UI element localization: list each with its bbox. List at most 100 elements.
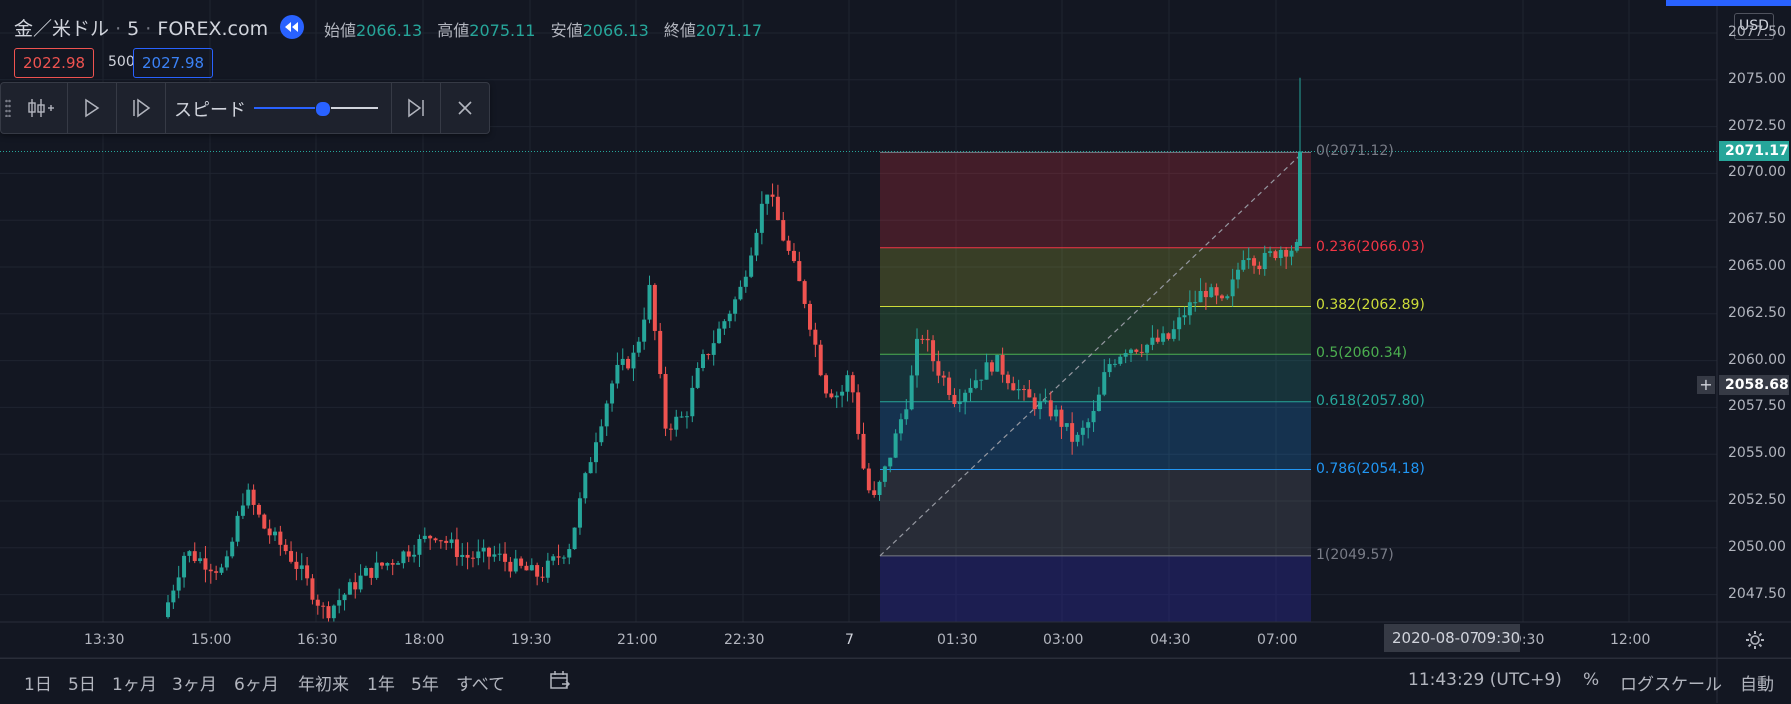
- candle: [1102, 359, 1107, 397]
- candle: [1171, 320, 1176, 342]
- candle: [1289, 245, 1294, 266]
- candle: [321, 602, 326, 619]
- fib-trend-line: [879, 151, 1304, 557]
- candle-body: [1134, 349, 1139, 352]
- candle: [1005, 371, 1010, 390]
- buy-price-button[interactable]: 2027.98: [133, 48, 214, 78]
- range-button[interactable]: 年初来: [298, 675, 349, 695]
- candle-body: [722, 321, 727, 329]
- candle-body: [401, 551, 406, 564]
- candle-body: [460, 554, 465, 557]
- candle: [1129, 348, 1133, 363]
- currency-button[interactable]: USD: [1734, 13, 1774, 40]
- percent-scale-toggle[interactable]: %: [1583, 670, 1600, 690]
- candle-body: [1075, 434, 1080, 442]
- candle: [647, 275, 652, 324]
- log-scale-toggle[interactable]: ログスケール: [1620, 675, 1722, 695]
- step-forward-icon[interactable]: [117, 83, 165, 133]
- drag-handle-icon[interactable]: [1, 83, 15, 133]
- settings-gear-icon[interactable]: [1744, 629, 1766, 651]
- candle: [315, 594, 320, 615]
- range-button[interactable]: 1ヶ月: [112, 675, 157, 695]
- candle: [1027, 379, 1032, 398]
- candle-body: [706, 354, 711, 356]
- candle-body: [535, 565, 540, 577]
- range-button[interactable]: 6ヶ月: [234, 675, 279, 695]
- candle: [487, 546, 491, 570]
- candle-body: [380, 562, 384, 566]
- candle-body: [984, 362, 989, 380]
- candle: [866, 463, 871, 494]
- jump-to-realtime-icon[interactable]: [392, 83, 440, 133]
- candle-body: [1032, 397, 1037, 410]
- candle-body: [1150, 337, 1155, 345]
- auto-scale-toggle[interactable]: 自動: [1740, 675, 1774, 695]
- candle: [535, 562, 540, 586]
- speed-slider-handle[interactable]: [315, 101, 332, 117]
- candle: [749, 247, 754, 279]
- candle-body: [882, 466, 887, 482]
- candle: [337, 588, 342, 614]
- range-button[interactable]: 5日: [68, 675, 96, 695]
- candle-body: [540, 576, 545, 578]
- candle: [449, 532, 454, 549]
- candle: [470, 551, 475, 568]
- candle: [556, 544, 561, 566]
- candle-body: [1059, 409, 1064, 427]
- ohlc-values: 始値2066.13 高値2075.11 安値2066.13 終値2071.17: [324, 17, 762, 41]
- candle-body: [979, 379, 984, 381]
- replay-toolbar: スピード: [0, 82, 490, 134]
- candle: [759, 191, 764, 245]
- candle-body: [642, 319, 647, 342]
- clock[interactable]: 11:43:29 (UTC+9): [1408, 670, 1562, 690]
- candle: [1048, 391, 1053, 421]
- candle: [973, 369, 978, 390]
- replay-icon[interactable]: [280, 15, 304, 39]
- range-button[interactable]: 3ヶ月: [172, 675, 217, 695]
- candle: [444, 535, 449, 551]
- candle-body: [310, 578, 315, 600]
- go-to-date-icon[interactable]: [548, 669, 572, 693]
- candle-body: [845, 375, 850, 392]
- candle-body: [219, 567, 224, 573]
- candle-body: [1064, 423, 1069, 427]
- candle-body: [610, 383, 615, 404]
- time-tick-label: 21:00: [617, 632, 658, 648]
- range-button[interactable]: すべて: [456, 675, 506, 695]
- candle: [1038, 393, 1043, 420]
- candle: [454, 527, 459, 566]
- range-button[interactable]: 1年: [367, 675, 395, 695]
- select-bar-icon[interactable]: [17, 83, 65, 133]
- close-icon[interactable]: [441, 83, 489, 133]
- candle-body: [369, 567, 374, 578]
- candle-body: [759, 203, 764, 233]
- add-alert-plus-icon[interactable]: +: [1697, 376, 1715, 395]
- candle: [604, 400, 609, 436]
- candle: [877, 480, 882, 501]
- candle-body: [353, 582, 358, 590]
- speed-slider[interactable]: [254, 101, 378, 117]
- candle-body: [214, 571, 219, 573]
- candle-body: [192, 551, 197, 562]
- candle-body: [1294, 241, 1299, 251]
- candle-body: [856, 392, 861, 434]
- candle: [711, 330, 716, 366]
- candle-body: [1129, 349, 1133, 354]
- candle-body: [668, 428, 673, 430]
- range-button[interactable]: 1日: [24, 675, 52, 695]
- candle-body: [583, 473, 588, 499]
- candle-body: [278, 531, 283, 545]
- play-icon[interactable]: [68, 83, 116, 133]
- candle: [663, 366, 668, 437]
- candle: [1112, 359, 1117, 368]
- sell-price-button[interactable]: 2022.98: [14, 48, 95, 78]
- time-tick-label: 18:00: [404, 632, 445, 648]
- candle: [460, 543, 465, 566]
- symbol-title[interactable]: 金／米ドル · 5 · FOREX.com: [14, 18, 269, 40]
- time-tick-label: 12:00: [1610, 632, 1651, 648]
- candle-body: [749, 255, 754, 277]
- candle-body: [711, 343, 716, 355]
- candle: [781, 212, 786, 242]
- range-button[interactable]: 5年: [411, 675, 439, 695]
